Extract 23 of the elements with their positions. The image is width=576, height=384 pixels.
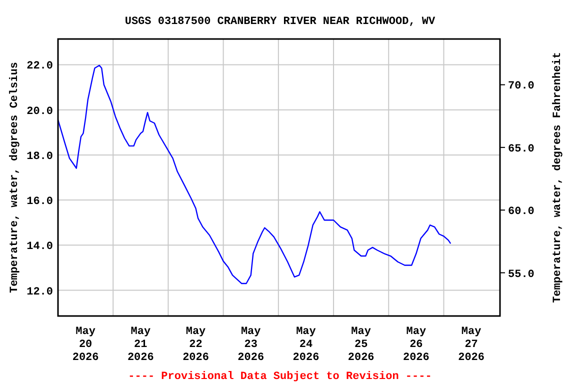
- y-tick-label: 12.0: [26, 286, 53, 298]
- y2-tick-label: 70.0: [508, 80, 534, 93]
- y2-tick-label: 65.0: [508, 143, 534, 156]
- text: ---- Provisional Data Subject to Revision ----: [128, 371, 432, 383]
- y-tick-label: 18.0: [26, 150, 53, 163]
- x-tick-label: May 22 2026: [182, 326, 209, 364]
- y-tick-label: 16.0: [26, 196, 53, 208]
- x-tick-label: May 20 2026: [72, 326, 99, 364]
- chart-title: USGS 03187500 CRANBERRY RIVER NEAR RICHWOOD, WV: [124, 16, 436, 28]
- y-axis-title: Temperature, water, degrees Celsius: [9, 62, 21, 294]
- x-tick-label: May 27 2026: [458, 326, 484, 364]
- x-tick-label: May 26 2026: [402, 326, 430, 364]
- x-tick-label: May 25 2026: [348, 326, 374, 364]
- y-tick-label: 14.0: [26, 241, 53, 254]
- x-tick-label: May 23 2026: [238, 326, 264, 364]
- line-series: [57, 64, 452, 284]
- y2-tick-label: 60.0: [508, 206, 534, 218]
- x-tick-label: May 21 2026: [127, 326, 154, 364]
- y-tick-label: 22.0: [26, 60, 53, 73]
- y2-axis-title: Temperature, water, degrees Fahrenheit: [552, 52, 564, 303]
- x-tick-label: May 24 2026: [292, 326, 320, 364]
- y-tick-label: 20.0: [26, 106, 53, 118]
- y2-tick-label: 55.0: [508, 268, 534, 281]
